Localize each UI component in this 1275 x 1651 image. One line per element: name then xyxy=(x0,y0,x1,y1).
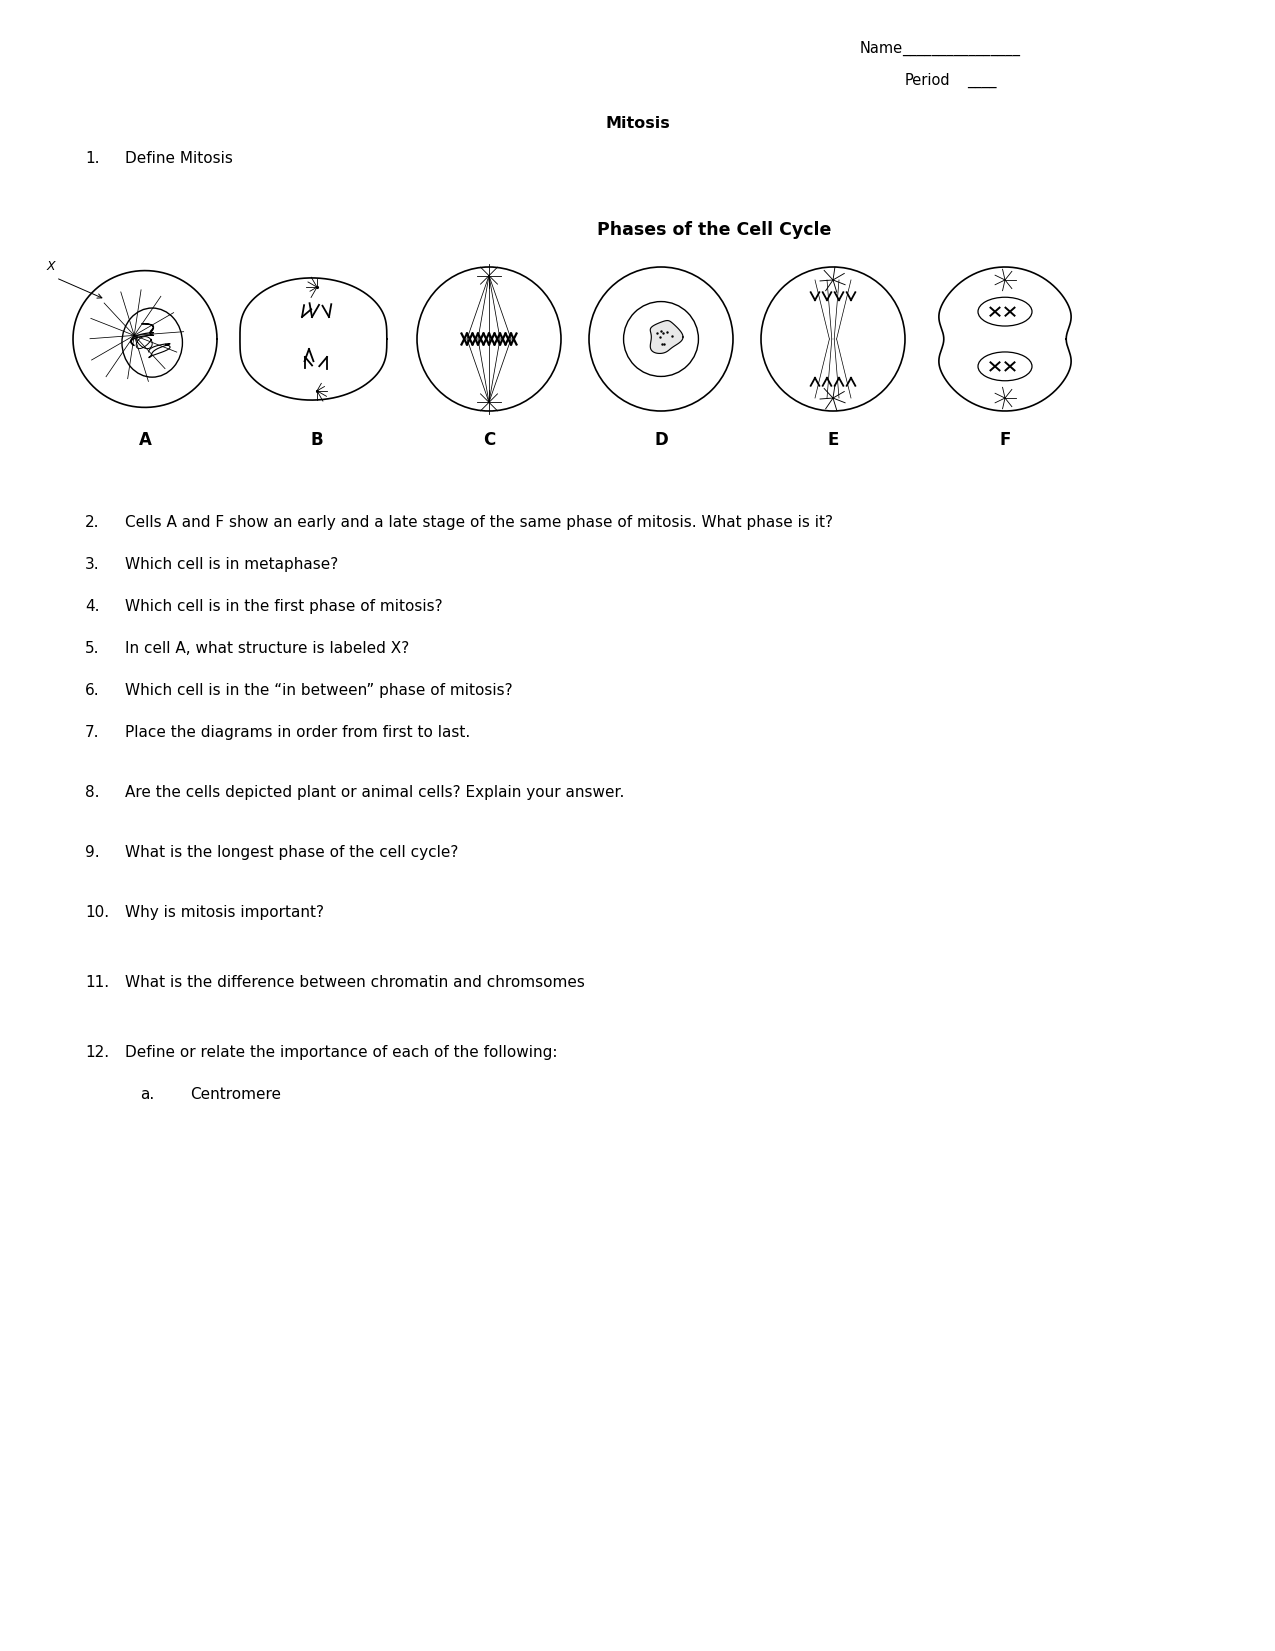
Text: 12.: 12. xyxy=(85,1045,110,1060)
Text: C: C xyxy=(483,431,495,449)
Text: 11.: 11. xyxy=(85,976,110,991)
Text: 1.: 1. xyxy=(85,150,99,167)
Text: Mitosis: Mitosis xyxy=(606,116,669,130)
Text: 5.: 5. xyxy=(85,641,99,655)
Text: 8.: 8. xyxy=(85,784,99,801)
Text: 4.: 4. xyxy=(85,599,99,614)
Text: What is the difference between chromatin and chromsomes: What is the difference between chromatin… xyxy=(125,976,585,991)
Text: Phases of the Cell Cycle: Phases of the Cell Cycle xyxy=(597,221,831,239)
Text: X: X xyxy=(47,259,55,272)
Text: D: D xyxy=(654,431,668,449)
Text: 6.: 6. xyxy=(85,684,99,698)
Text: Place the diagrams in order from first to last.: Place the diagrams in order from first t… xyxy=(125,725,470,740)
Text: Which cell is in metaphase?: Which cell is in metaphase? xyxy=(125,556,338,571)
Text: B: B xyxy=(311,431,324,449)
Text: F: F xyxy=(1000,431,1011,449)
Text: Define or relate the importance of each of the following:: Define or relate the importance of each … xyxy=(125,1045,557,1060)
Text: In cell A, what structure is labeled X?: In cell A, what structure is labeled X? xyxy=(125,641,409,655)
Text: ________________: ________________ xyxy=(901,41,1020,56)
Text: Centromere: Centromere xyxy=(190,1086,280,1101)
Text: 3.: 3. xyxy=(85,556,99,571)
Text: Which cell is in the “in between” phase of mitosis?: Which cell is in the “in between” phase … xyxy=(125,684,513,698)
Text: 7.: 7. xyxy=(85,725,99,740)
Text: 9.: 9. xyxy=(85,845,99,860)
Text: E: E xyxy=(827,431,839,449)
Text: a.: a. xyxy=(140,1086,154,1101)
Text: A: A xyxy=(139,431,152,449)
Text: ____: ____ xyxy=(966,73,997,88)
Text: Cells A and F show an early and a late stage of the same phase of mitosis. What : Cells A and F show an early and a late s… xyxy=(125,515,833,530)
Text: Which cell is in the first phase of mitosis?: Which cell is in the first phase of mito… xyxy=(125,599,442,614)
Text: Name: Name xyxy=(861,41,903,56)
Text: 10.: 10. xyxy=(85,905,110,920)
Text: Define Mitosis: Define Mitosis xyxy=(125,150,233,167)
Text: Period: Period xyxy=(905,73,951,88)
Text: Why is mitosis important?: Why is mitosis important? xyxy=(125,905,324,920)
Text: What is the longest phase of the cell cycle?: What is the longest phase of the cell cy… xyxy=(125,845,459,860)
Text: 2.: 2. xyxy=(85,515,99,530)
Polygon shape xyxy=(650,320,683,353)
Text: Are the cells depicted plant or animal cells? Explain your answer.: Are the cells depicted plant or animal c… xyxy=(125,784,625,801)
